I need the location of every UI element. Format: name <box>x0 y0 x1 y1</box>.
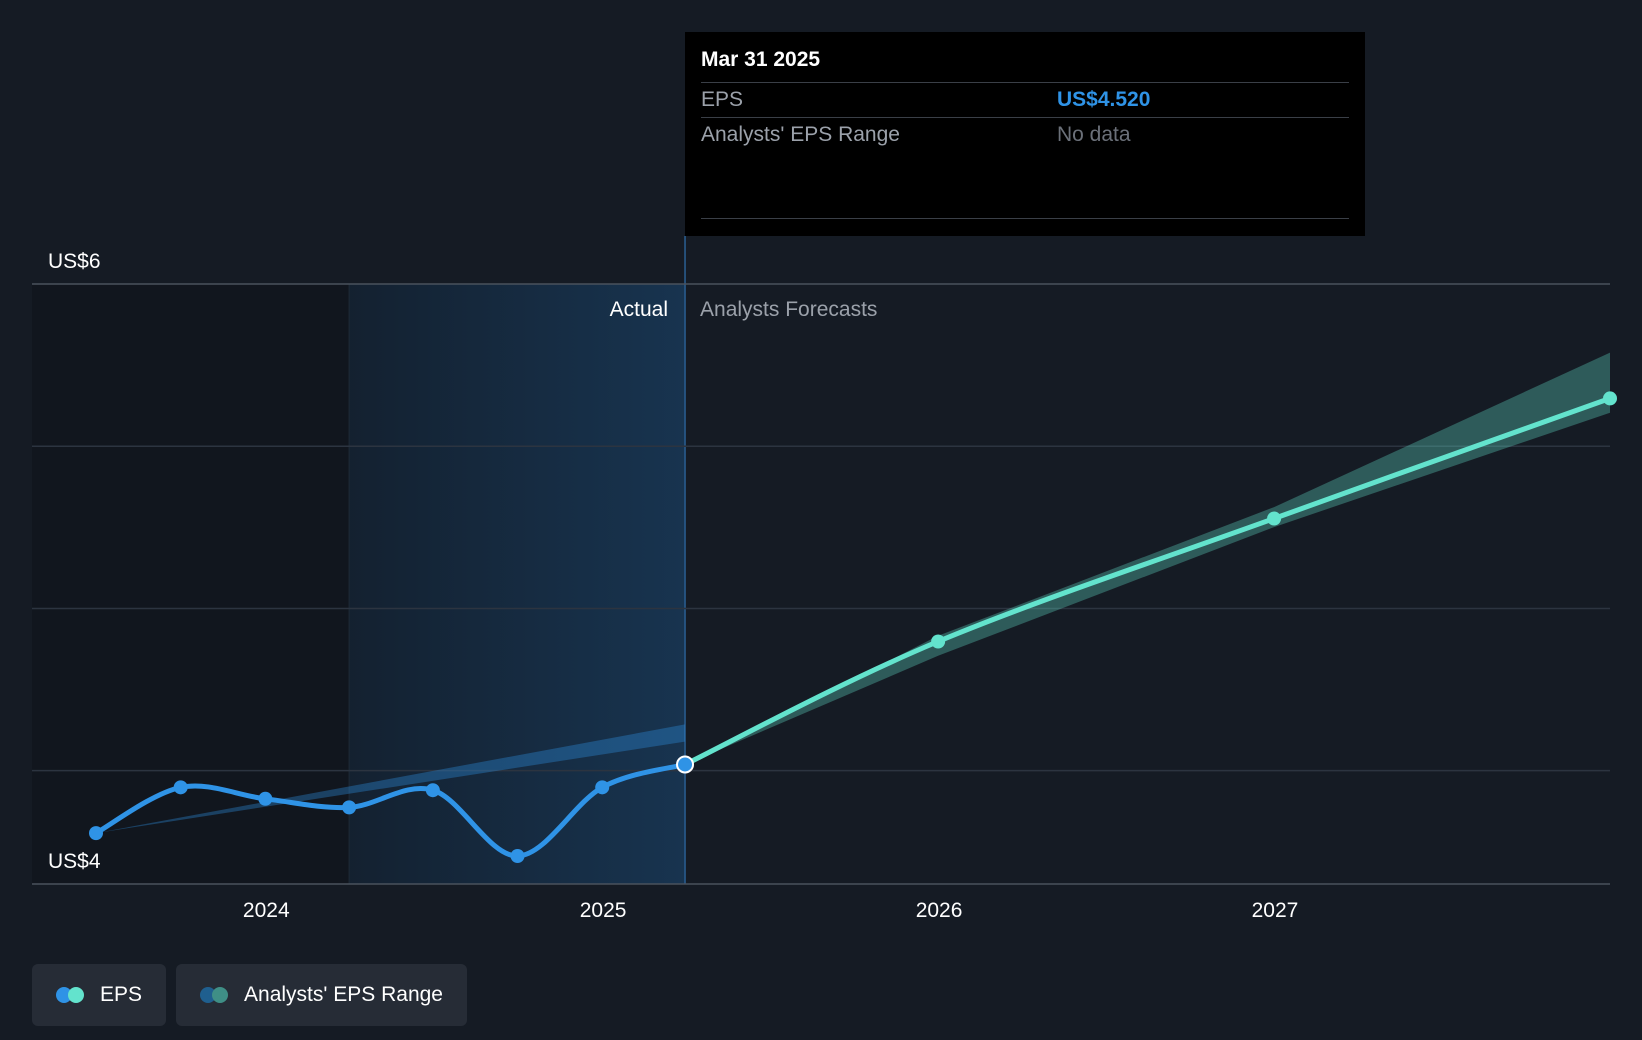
legend-label-eps: EPS <box>100 983 143 1006</box>
eps-actual-point <box>595 780 610 795</box>
actual-region-highlight <box>349 284 686 884</box>
eps-forecast-point <box>1603 391 1617 406</box>
x-tick-label: 2025 <box>580 899 627 922</box>
x-tick-label: 2024 <box>243 899 290 922</box>
tooltip-range-label: Analysts' EPS Range <box>701 123 900 146</box>
legend: EPS Analysts' EPS Range <box>32 964 467 1026</box>
forecast-region-label: Analysts Forecasts <box>700 298 877 321</box>
legend-item-eps[interactable]: EPS <box>32 964 167 1026</box>
y-tick-label: US$6 <box>48 250 101 273</box>
eps-forecast-line <box>682 395 1613 767</box>
eps-actual-point <box>425 783 440 798</box>
range-legend-icon <box>200 987 230 1003</box>
tooltip-date: Mar 31 2025 <box>701 46 1349 83</box>
eps-actual-point <box>342 800 357 815</box>
x-tick-label: 2027 <box>1252 899 1299 922</box>
actual-region-label: Actual <box>610 298 668 321</box>
eps-forecast-point <box>931 634 946 649</box>
tooltip-eps-row: EPS US$4.520 <box>701 83 1349 118</box>
legend-item-range[interactable]: Analysts' EPS Range <box>176 964 467 1026</box>
tooltip: Mar 31 2025 EPS US$4.520 Analysts' EPS R… <box>685 32 1365 236</box>
eps-forecast-point <box>1267 511 1282 526</box>
eps-actual-point <box>173 780 188 795</box>
eps-actual-point <box>510 849 525 863</box>
y-tick-label: US$4 <box>48 850 101 873</box>
eps-actual-line <box>93 762 688 859</box>
eps-actual-point <box>676 755 695 774</box>
eps-range-band <box>685 352 1610 765</box>
tooltip-range-row: Analysts' EPS Range No data <box>701 118 1349 152</box>
tooltip-range-value: No data <box>1057 123 1131 146</box>
tooltip-eps-label: EPS <box>701 88 744 111</box>
legend-dot-eps-forecast <box>68 987 84 1003</box>
x-tick-label: 2026 <box>916 899 963 922</box>
eps-range-band <box>96 724 685 834</box>
eps-actual-point <box>89 826 103 841</box>
legend-dot-range-forecast <box>212 987 229 1003</box>
tooltip-eps-value: US$4.520 <box>1057 88 1151 111</box>
tooltip-divider <box>701 218 1349 219</box>
eps-actual-point <box>258 791 273 806</box>
legend-label-range: Analysts' EPS Range <box>244 983 443 1006</box>
eps-legend-icon <box>56 987 86 1003</box>
